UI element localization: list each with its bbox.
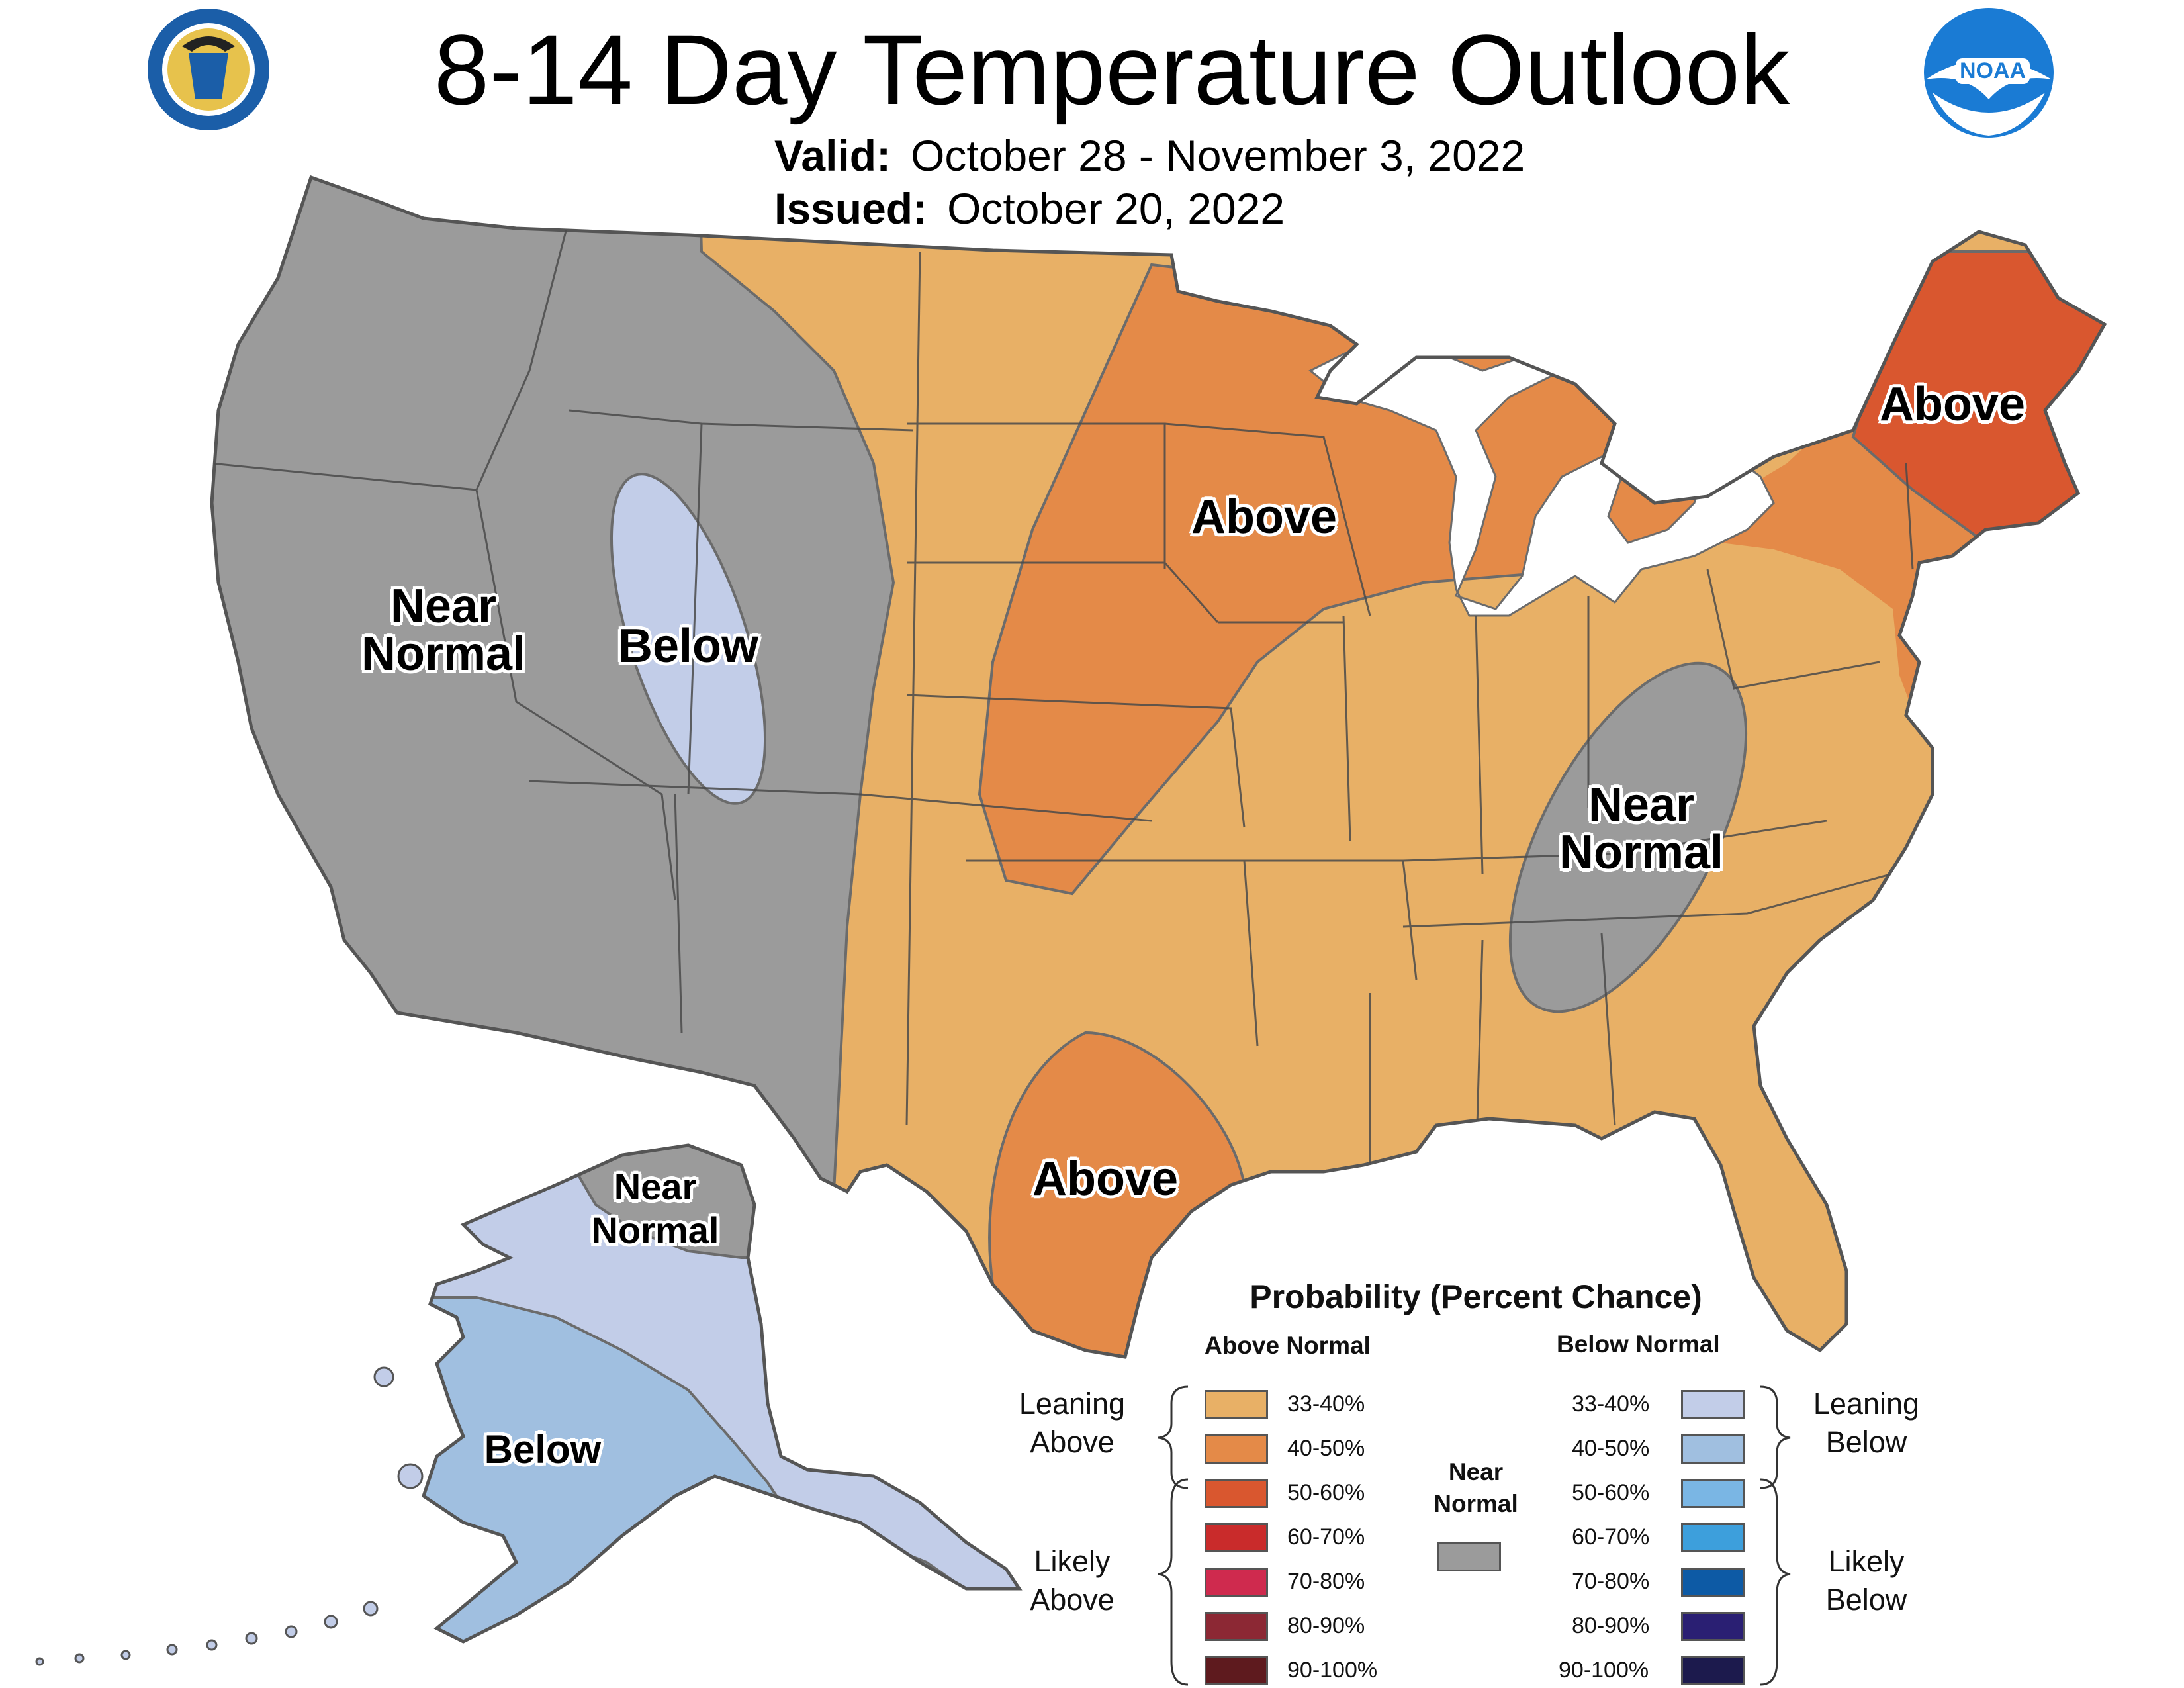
legend-above-swatch [1205, 1479, 1268, 1508]
label-midwest-above: Above [1191, 491, 1338, 543]
legend-below-header: Below Normal [1557, 1331, 1720, 1358]
region-rockies-below [610, 473, 767, 805]
legend-below-pct: 50-60% [1572, 1480, 1650, 1505]
legend-below-swatch [1681, 1612, 1745, 1641]
legend-above-swatch [1205, 1612, 1268, 1641]
legend-below-swatch [1681, 1523, 1745, 1552]
legend-above-swatch [1205, 1523, 1268, 1552]
legend-above-pct: 90-100% [1287, 1658, 1378, 1683]
great-lakes [1308, 343, 1775, 617]
legend-above-pct: 80-90% [1287, 1613, 1365, 1638]
legend-above-pct: 50-60% [1287, 1480, 1365, 1505]
legend-near-normal-swatch [1437, 1542, 1501, 1571]
legend-above-pct: 40-50% [1287, 1436, 1365, 1461]
legend-leaning-above: Leaning Above [1019, 1387, 1126, 1459]
page-title: 8-14 Day Temperature Outlook [433, 14, 1790, 125]
doc-seal-icon [148, 9, 269, 130]
legend-above-pct: 70-80% [1287, 1569, 1365, 1594]
aleutian-islands [35, 1366, 424, 1666]
legend-below-pct: 33-40% [1572, 1391, 1650, 1417]
legend-likely-below: Likely Below [1825, 1544, 1907, 1617]
legend-above-pct: 33-40% [1287, 1391, 1365, 1417]
issued-value: October 20, 2022 [947, 184, 1285, 233]
legend-above-header: Above Normal [1205, 1332, 1371, 1359]
valid-value: October 28 - November 3, 2022 [911, 131, 1525, 180]
legend-below-pct: 80-90% [1572, 1613, 1650, 1638]
label-appalachia-near-normal: Near Normal [1559, 778, 1724, 879]
label-alaska-below: Below [484, 1427, 602, 1472]
legend-above-swatch [1205, 1434, 1268, 1464]
legend-below-pct: 70-80% [1572, 1569, 1650, 1594]
legend-above-swatch [1205, 1656, 1268, 1685]
noaa-logo-text: NOAA [1956, 58, 2030, 84]
region-appalachia-near-normal [1508, 661, 1748, 1013]
legend-below-pct: 60-70% [1572, 1524, 1650, 1550]
label-west-near-normal: Near Normal [361, 580, 526, 680]
legend-below-swatch [1681, 1390, 1745, 1419]
legend-below-swatch [1681, 1568, 1745, 1597]
legend-title: Probability (Percent Chance) [1250, 1278, 1702, 1315]
legend-near-normal-label: Near Normal [1433, 1458, 1518, 1517]
issued-label: Issued: [774, 184, 928, 233]
label-texas-above: Above [1032, 1152, 1179, 1205]
label-rockies-below: Below [617, 620, 759, 673]
valid-label: Valid: [774, 131, 891, 180]
valid-dates: Valid: October 28 - November 3, 2022 Issu… [774, 129, 1525, 235]
label-northeast-above: Above [1879, 378, 2026, 431]
label-alaska-near-normal: Near Normal [591, 1166, 719, 1251]
legend-leaning-below: Leaning Below [1813, 1387, 1920, 1459]
legend-below-swatch [1681, 1479, 1745, 1508]
legend-below-pct: 40-50% [1572, 1436, 1650, 1461]
legend-above-pct: 60-70% [1287, 1524, 1365, 1550]
legend-below-swatch [1681, 1434, 1745, 1464]
legend-below-swatch [1681, 1656, 1745, 1685]
alaska-outlook [35, 1143, 1023, 1666]
legend-above-swatch [1205, 1390, 1268, 1419]
legend-below-pct: 90-100% [1559, 1658, 1649, 1683]
legend-likely-above: Likely Above [1030, 1544, 1115, 1617]
legend-above-swatch [1205, 1568, 1268, 1597]
